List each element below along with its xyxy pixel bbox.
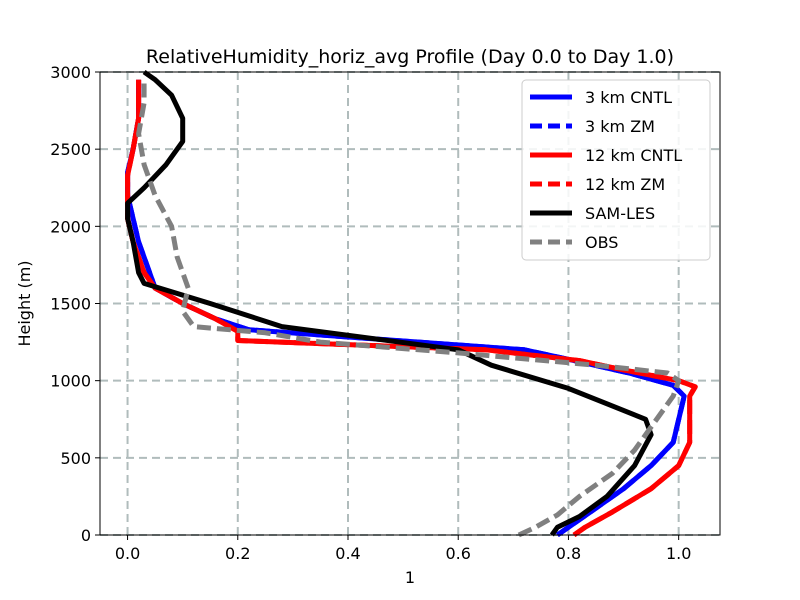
x-tick-label: 0.0 bbox=[115, 544, 140, 563]
y-tick-label: 2000 bbox=[50, 217, 91, 236]
y-tick-label: 3000 bbox=[50, 63, 91, 82]
x-tick-label: 0.2 bbox=[225, 544, 250, 563]
legend-label-12-km-cntl: 12 km CNTL bbox=[585, 146, 682, 165]
x-tick-label: 0.4 bbox=[335, 544, 360, 563]
x-tick-label: 1.0 bbox=[666, 544, 691, 563]
axis-ticks: 0.0 0.2 0.4 0.6 0.8 1.0 0 500 1000 1500 2000 2500 30… bbox=[50, 63, 691, 563]
y-tick-label: 1500 bbox=[50, 295, 91, 314]
legend-label-3-km-cntl: 3 km CNTL bbox=[585, 88, 672, 107]
legend-label-3-km-zm: 3 km ZM bbox=[585, 117, 655, 136]
legend-label-sam-les: SAM-LES bbox=[585, 204, 655, 223]
legend-label-12-km-zm: 12 km ZM bbox=[585, 175, 665, 194]
chart-title: RelativeHumidity_horiz_avg Profile (Day … bbox=[146, 46, 674, 68]
x-axis-label: 1 bbox=[405, 568, 415, 587]
legend-label-obs: OBS bbox=[585, 233, 618, 252]
y-tick-label: 2500 bbox=[50, 140, 91, 159]
series-line-sam-les bbox=[125, 69, 654, 537]
y-tick-label: 1000 bbox=[50, 372, 91, 391]
y-axis-label: Height (m) bbox=[15, 260, 34, 346]
legend: 3 km CNTL 3 km ZM 12 km CNTL 12 km ZM SAM-LE… bbox=[521, 79, 711, 261]
x-tick-label: 0.6 bbox=[445, 544, 470, 563]
series-lines bbox=[125, 69, 698, 538]
series-line-obs bbox=[136, 79, 682, 538]
x-tick-label: 0.8 bbox=[556, 544, 581, 563]
y-tick-label: 500 bbox=[60, 449, 91, 468]
y-tick-label: 0 bbox=[81, 526, 91, 545]
